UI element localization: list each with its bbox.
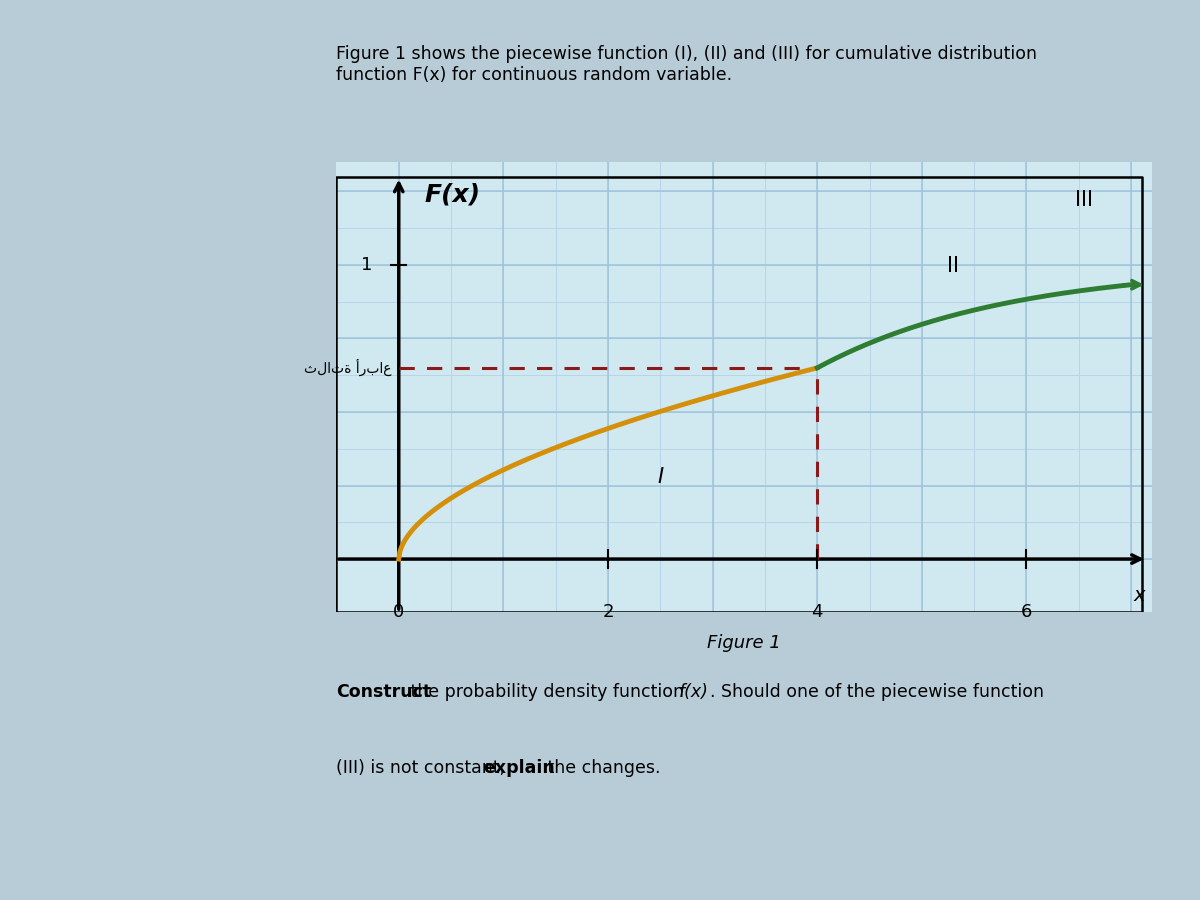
Text: 6: 6: [1021, 603, 1032, 621]
Text: f(x): f(x): [679, 682, 708, 700]
Text: Figure 1 shows the piecewise function (I), (II) and (III) for cumulative distrib: Figure 1 shows the piecewise function (I…: [336, 45, 1037, 84]
Text: F(x): F(x): [425, 183, 481, 207]
Text: Figure 1: Figure 1: [707, 634, 781, 652]
Text: the changes.: the changes.: [542, 759, 660, 777]
Text: ثلاثة أرباع: ثلاثة أرباع: [304, 359, 391, 376]
Text: II: II: [947, 256, 959, 276]
Text: 4: 4: [811, 603, 823, 621]
Text: x: x: [1134, 586, 1145, 605]
Text: I: I: [658, 467, 664, 487]
Text: 1: 1: [361, 256, 373, 274]
Text: 0: 0: [394, 603, 404, 621]
Text: (III) is not constant,: (III) is not constant,: [336, 759, 510, 777]
Text: Construct: Construct: [336, 682, 431, 700]
Text: 2: 2: [602, 603, 613, 621]
Text: explain: explain: [484, 759, 554, 777]
Text: . Should one of the piecewise function: . Should one of the piecewise function: [710, 682, 1044, 700]
Text: III: III: [1075, 190, 1093, 211]
Text: the probability density function: the probability density function: [404, 682, 689, 700]
